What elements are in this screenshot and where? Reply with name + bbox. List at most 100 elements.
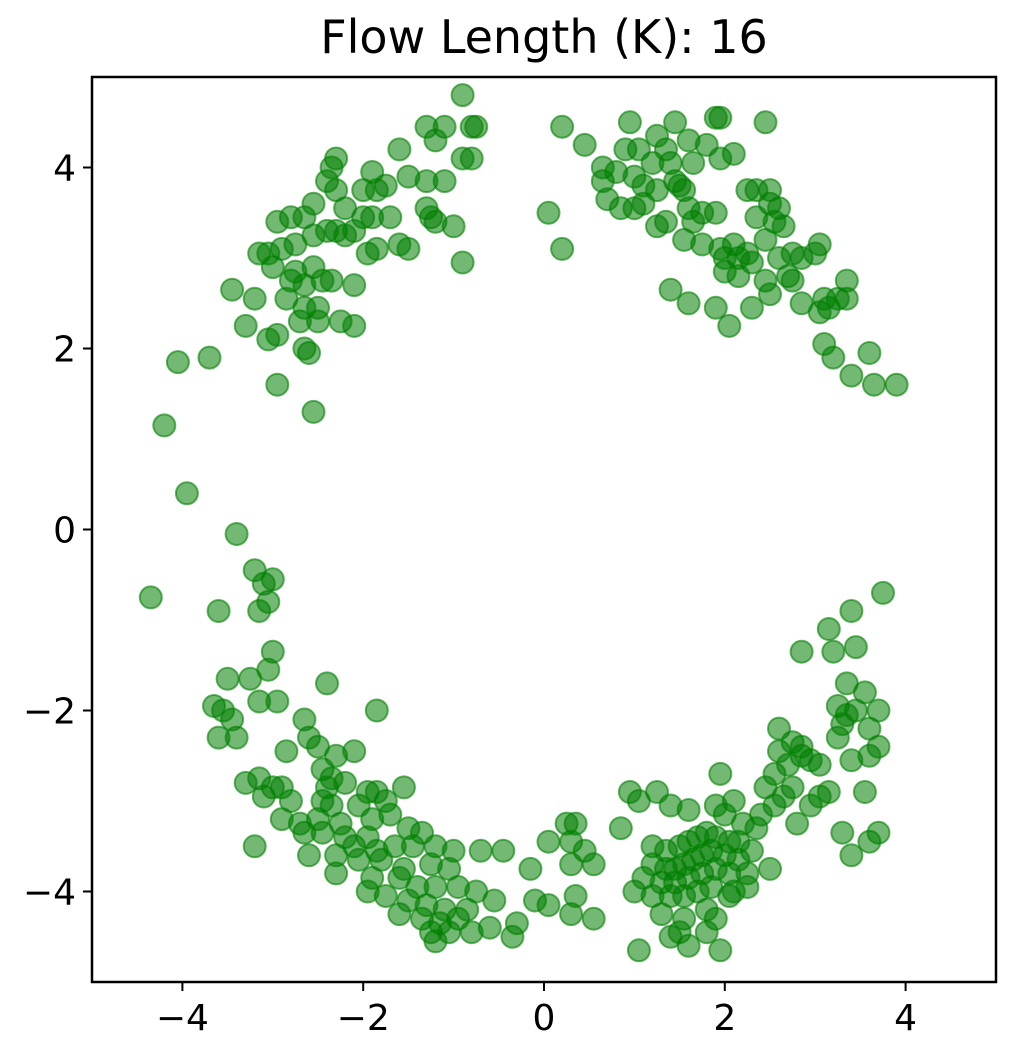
scatter-point <box>206 599 231 623</box>
scatter-point <box>798 793 823 818</box>
scatter-point <box>373 884 398 908</box>
scatter-point <box>617 110 642 135</box>
scatter-point <box>789 639 814 664</box>
scatter-point <box>839 363 864 388</box>
scatter-point <box>816 617 841 641</box>
scatter-point <box>626 938 651 963</box>
scatter-point <box>857 743 882 768</box>
scatter-point <box>450 250 475 275</box>
scatter-point <box>676 933 701 958</box>
scatter-point <box>265 372 290 397</box>
scatter-point <box>220 277 245 302</box>
scatter-point <box>789 734 814 759</box>
scatter-point <box>247 599 272 623</box>
scatter-point <box>319 268 344 293</box>
y-axis: 4 2 0 −2 −4 <box>23 149 92 914</box>
scatter-point <box>378 205 403 230</box>
scatter-point <box>165 350 190 375</box>
y-tick-label: −2 <box>23 692 76 733</box>
scatter-point <box>780 268 805 293</box>
scatter-point <box>857 341 882 365</box>
scatter-point <box>242 286 267 311</box>
scatter-point <box>717 313 742 338</box>
scatter-point <box>400 834 425 859</box>
scatter-point <box>536 893 561 918</box>
y-tick-label: 0 <box>53 511 76 552</box>
x-tick-label: 2 <box>713 998 736 1039</box>
scatter-point <box>138 585 163 610</box>
scatter-point <box>663 110 688 135</box>
scatter-point <box>613 137 638 162</box>
scatter-point <box>364 698 389 723</box>
scatter-point <box>559 902 584 927</box>
scatter-point <box>862 372 886 397</box>
scatter-point <box>676 291 701 316</box>
scatter-point <box>758 282 782 307</box>
scatter-point <box>342 313 367 338</box>
y-tick-label: 4 <box>53 149 76 190</box>
x-tick-label: 4 <box>894 998 917 1039</box>
scatter-point <box>703 200 728 225</box>
scatter-point <box>342 218 367 243</box>
scatter-point <box>482 888 507 913</box>
scatter-point <box>866 820 891 845</box>
scatter-point <box>708 938 733 963</box>
scatter-point <box>364 178 389 203</box>
scatter-point <box>785 811 810 836</box>
scatter-point <box>645 214 669 239</box>
scatter-point <box>780 775 805 800</box>
points-layer <box>138 83 909 963</box>
scatter-point <box>726 264 751 289</box>
scatter-point <box>387 902 412 927</box>
scatter-point <box>174 481 199 506</box>
scatter-point <box>694 920 719 945</box>
scatter-point <box>450 83 475 108</box>
scatter-point <box>477 915 502 940</box>
scatter-point <box>423 929 448 954</box>
scatter-point <box>441 214 466 239</box>
scatter-point <box>839 599 864 623</box>
scatter-point <box>197 345 222 370</box>
scatter-point <box>202 694 226 718</box>
scatter-point <box>310 820 335 845</box>
x-axis: −4 −2 0 2 4 <box>156 982 917 1039</box>
scatter-point <box>274 739 299 764</box>
scatter-point <box>297 341 321 365</box>
scatter-point <box>807 232 832 257</box>
scatter-point <box>504 911 529 936</box>
scatter-point <box>843 635 868 660</box>
scatter-point <box>581 852 606 877</box>
scatter-point <box>342 739 367 764</box>
scatter-point <box>247 689 272 714</box>
scatter-point <box>839 843 864 868</box>
scatter-point <box>821 345 846 370</box>
y-tick-label: −4 <box>23 873 76 914</box>
scatter-point <box>884 372 909 397</box>
scatter-point <box>324 861 349 886</box>
scatter-point <box>753 227 778 252</box>
scatter-point <box>871 580 895 605</box>
scatter-point <box>342 273 367 298</box>
scatter-point <box>721 141 746 166</box>
scatter-point <box>256 327 281 352</box>
scatter-point <box>681 151 706 175</box>
scatter-point <box>396 236 421 261</box>
scatter-point <box>807 752 832 777</box>
scatter-point <box>391 775 416 800</box>
scatter-point <box>708 761 733 786</box>
scatter-point <box>387 137 412 162</box>
scatter-point <box>260 255 285 280</box>
scatter-point <box>753 110 778 135</box>
scatter-point <box>559 852 584 877</box>
scatter-point <box>224 522 249 546</box>
scatter-point <box>242 834 267 859</box>
scatter-point <box>767 716 791 741</box>
scatter-point <box>265 209 290 234</box>
scatter-point <box>215 666 240 691</box>
scatter-point <box>825 694 850 718</box>
scatter-point <box>260 567 285 592</box>
scatter-point <box>640 151 665 175</box>
x-tick-label: −4 <box>156 998 209 1039</box>
y-tick-label: 2 <box>53 330 76 371</box>
